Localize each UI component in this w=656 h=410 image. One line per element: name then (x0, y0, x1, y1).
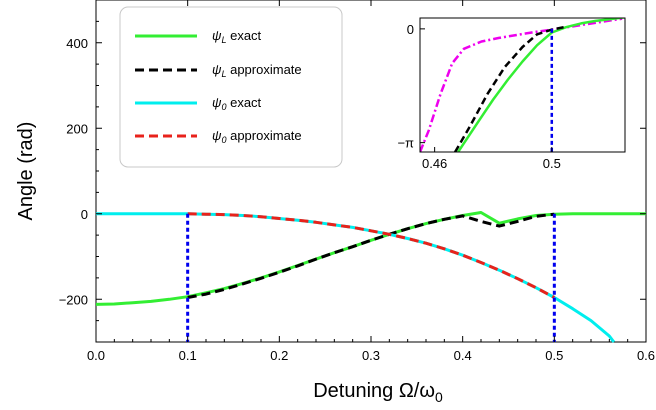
inset-x-tick-label: 0.46 (422, 156, 447, 171)
inset-chart: 0.46 0.5 0 −π (397, 17, 626, 171)
legend-label-psiL-exact: ψL exact (212, 28, 262, 45)
series-line-psi0_approx (187, 212, 556, 299)
inset-frame (419, 17, 626, 153)
inset-clipped-group (420, 18, 625, 152)
legend-label-psiL-approx: ψL approximate (212, 62, 302, 79)
inset-background (420, 18, 625, 152)
series-layer (95, 211, 646, 343)
x-tick-label: 0.1 (179, 348, 197, 363)
inset-x-tick-label: 0.5 (543, 156, 561, 171)
inset-series-layer (420, 18, 625, 152)
legend-label-psi0-approx: ψ0 approximate (212, 128, 302, 145)
tick-layer: 0.0 0.1 0.2 0.3 0.4 0.5 0.6 −200 0 200 400 (59, 0, 655, 363)
y-axis-title: Angle (rad) (15, 122, 37, 221)
inset-y-tick-label: 0 (407, 22, 414, 37)
series-line-psiL_exact (95, 211, 646, 306)
legend-label-psi0-exact: ψ0 exact (212, 95, 262, 112)
y-tick-label: 200 (66, 121, 88, 136)
x-axis-title: Detuning Ω/ω0 (313, 380, 443, 405)
inset-black-dashed-line (454, 25, 567, 152)
x-tick-label: 0.3 (362, 348, 380, 363)
inset-green-line (457, 18, 625, 152)
series-line-psi0_exact (96, 212, 616, 343)
x-tick-label: 0.0 (87, 348, 105, 363)
inset-tick-layer: 0.46 0.5 0 −π (397, 22, 560, 171)
x-tick-label: 0.4 (454, 348, 472, 363)
legend: ψL exact ψL approximate ψ0 exact ψ0 appr… (119, 6, 343, 168)
y-tick-label: 0 (81, 207, 88, 222)
x-tick-label: 0.5 (545, 348, 563, 363)
y-tick-label: 400 (66, 36, 88, 51)
series-line-psiL_approx (187, 212, 555, 299)
y-tick-label: −200 (59, 292, 88, 307)
x-tick-label: 0.6 (637, 348, 655, 363)
inset-y-tick-label: −π (397, 136, 414, 151)
legend-box (119, 6, 343, 168)
x-tick-label: 0.2 (270, 348, 288, 363)
